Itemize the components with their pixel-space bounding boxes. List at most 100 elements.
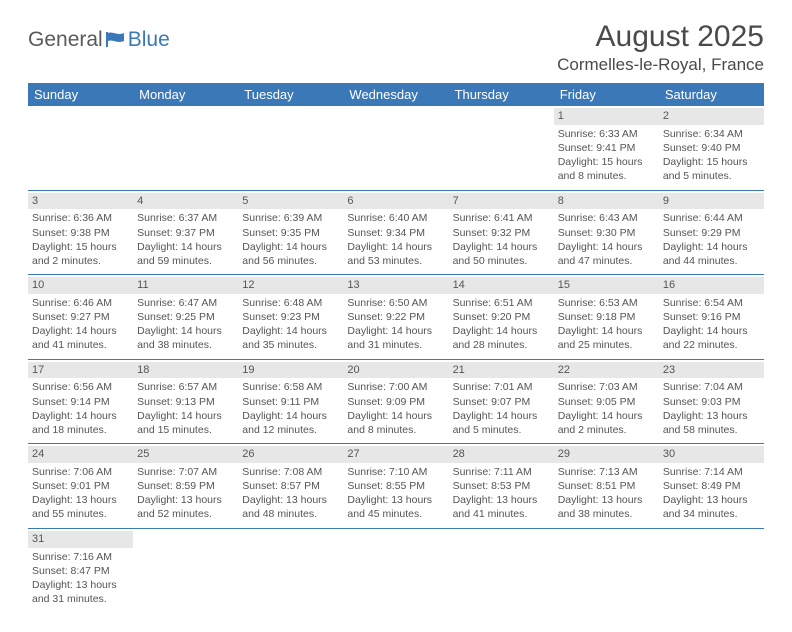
sunrise-text: Sunrise: 7:11 AM <box>453 465 550 479</box>
day-number: 5 <box>238 193 343 210</box>
calendar-cell: 18Sunrise: 6:57 AMSunset: 9:13 PMDayligh… <box>133 359 238 444</box>
calendar-cell <box>238 528 343 612</box>
sunset-text: Sunset: 8:53 PM <box>453 479 550 493</box>
calendar-cell: 1Sunrise: 6:33 AMSunset: 9:41 PMDaylight… <box>554 106 659 190</box>
sunset-text: Sunset: 8:49 PM <box>663 479 760 493</box>
daylight-text: Daylight: 14 hours and 53 minutes. <box>347 240 444 268</box>
calendar-cell: 3Sunrise: 6:36 AMSunset: 9:38 PMDaylight… <box>28 190 133 275</box>
daylight-text: Daylight: 14 hours and 15 minutes. <box>137 409 234 437</box>
sunrise-text: Sunrise: 7:04 AM <box>663 380 760 394</box>
day-number: 14 <box>449 277 554 294</box>
sunset-text: Sunset: 9:37 PM <box>137 226 234 240</box>
calendar-cell: 26Sunrise: 7:08 AMSunset: 8:57 PMDayligh… <box>238 444 343 529</box>
sunset-text: Sunset: 9:38 PM <box>32 226 129 240</box>
sunrise-text: Sunrise: 6:48 AM <box>242 296 339 310</box>
calendar-cell: 6Sunrise: 6:40 AMSunset: 9:34 PMDaylight… <box>343 190 448 275</box>
daylight-text: Daylight: 14 hours and 56 minutes. <box>242 240 339 268</box>
calendar-cell: 28Sunrise: 7:11 AMSunset: 8:53 PMDayligh… <box>449 444 554 529</box>
month-title: August 2025 <box>557 20 764 53</box>
sunset-text: Sunset: 9:09 PM <box>347 395 444 409</box>
calendar-cell: 20Sunrise: 7:00 AMSunset: 9:09 PMDayligh… <box>343 359 448 444</box>
weekday-header: Monday <box>133 83 238 106</box>
calendar-cell <box>28 106 133 190</box>
day-number: 30 <box>659 446 764 463</box>
daylight-text: Daylight: 14 hours and 31 minutes. <box>347 324 444 352</box>
sunrise-text: Sunrise: 6:46 AM <box>32 296 129 310</box>
sunrise-text: Sunrise: 6:51 AM <box>453 296 550 310</box>
calendar-cell <box>449 528 554 612</box>
calendar-cell: 27Sunrise: 7:10 AMSunset: 8:55 PMDayligh… <box>343 444 448 529</box>
daylight-text: Daylight: 14 hours and 38 minutes. <box>137 324 234 352</box>
calendar-cell: 8Sunrise: 6:43 AMSunset: 9:30 PMDaylight… <box>554 190 659 275</box>
sunset-text: Sunset: 9:29 PM <box>663 226 760 240</box>
flag-icon <box>105 31 127 49</box>
sunset-text: Sunset: 9:20 PM <box>453 310 550 324</box>
sunrise-text: Sunrise: 6:41 AM <box>453 211 550 225</box>
day-number <box>133 108 238 125</box>
weekday-header: Friday <box>554 83 659 106</box>
calendar-cell: 22Sunrise: 7:03 AMSunset: 9:05 PMDayligh… <box>554 359 659 444</box>
day-number: 3 <box>28 193 133 210</box>
sunset-text: Sunset: 8:55 PM <box>347 479 444 493</box>
sunrise-text: Sunrise: 6:43 AM <box>558 211 655 225</box>
calendar-cell: 2Sunrise: 6:34 AMSunset: 9:40 PMDaylight… <box>659 106 764 190</box>
daylight-text: Daylight: 13 hours and 48 minutes. <box>242 493 339 521</box>
daylight-text: Daylight: 13 hours and 34 minutes. <box>663 493 760 521</box>
day-number: 12 <box>238 277 343 294</box>
sunset-text: Sunset: 9:13 PM <box>137 395 234 409</box>
daylight-text: Daylight: 15 hours and 2 minutes. <box>32 240 129 268</box>
daylight-text: Daylight: 14 hours and 25 minutes. <box>558 324 655 352</box>
calendar-row: 10Sunrise: 6:46 AMSunset: 9:27 PMDayligh… <box>28 275 764 360</box>
sunrise-text: Sunrise: 7:16 AM <box>32 550 129 564</box>
sunset-text: Sunset: 8:59 PM <box>137 479 234 493</box>
sunset-text: Sunset: 9:27 PM <box>32 310 129 324</box>
day-number: 8 <box>554 193 659 210</box>
sunset-text: Sunset: 9:07 PM <box>453 395 550 409</box>
day-number: 27 <box>343 446 448 463</box>
day-number: 28 <box>449 446 554 463</box>
daylight-text: Daylight: 14 hours and 12 minutes. <box>242 409 339 437</box>
day-number: 11 <box>133 277 238 294</box>
calendar-cell: 14Sunrise: 6:51 AMSunset: 9:20 PMDayligh… <box>449 275 554 360</box>
logo: General Blue <box>28 20 170 52</box>
day-number: 25 <box>133 446 238 463</box>
calendar-cell: 31Sunrise: 7:16 AMSunset: 8:47 PMDayligh… <box>28 528 133 612</box>
daylight-text: Daylight: 14 hours and 50 minutes. <box>453 240 550 268</box>
day-number: 13 <box>343 277 448 294</box>
calendar-cell <box>343 528 448 612</box>
day-number: 21 <box>449 362 554 379</box>
sunrise-text: Sunrise: 7:06 AM <box>32 465 129 479</box>
day-number: 29 <box>554 446 659 463</box>
daylight-text: Daylight: 14 hours and 5 minutes. <box>453 409 550 437</box>
calendar-cell: 21Sunrise: 7:01 AMSunset: 9:07 PMDayligh… <box>449 359 554 444</box>
day-number: 26 <box>238 446 343 463</box>
weekday-header: Wednesday <box>343 83 448 106</box>
day-number: 17 <box>28 362 133 379</box>
sunset-text: Sunset: 9:34 PM <box>347 226 444 240</box>
calendar-cell: 4Sunrise: 6:37 AMSunset: 9:37 PMDaylight… <box>133 190 238 275</box>
sunrise-text: Sunrise: 6:40 AM <box>347 211 444 225</box>
sunset-text: Sunset: 9:32 PM <box>453 226 550 240</box>
sunrise-text: Sunrise: 7:01 AM <box>453 380 550 394</box>
daylight-text: Daylight: 14 hours and 8 minutes. <box>347 409 444 437</box>
sunset-text: Sunset: 9:41 PM <box>558 141 655 155</box>
day-number: 24 <box>28 446 133 463</box>
day-number: 20 <box>343 362 448 379</box>
sunrise-text: Sunrise: 6:53 AM <box>558 296 655 310</box>
calendar-body: 1Sunrise: 6:33 AMSunset: 9:41 PMDaylight… <box>28 106 764 612</box>
sunrise-text: Sunrise: 6:58 AM <box>242 380 339 394</box>
calendar-cell: 30Sunrise: 7:14 AMSunset: 8:49 PMDayligh… <box>659 444 764 529</box>
calendar-cell: 10Sunrise: 6:46 AMSunset: 9:27 PMDayligh… <box>28 275 133 360</box>
calendar-cell: 9Sunrise: 6:44 AMSunset: 9:29 PMDaylight… <box>659 190 764 275</box>
sunset-text: Sunset: 9:05 PM <box>558 395 655 409</box>
day-number <box>238 108 343 125</box>
sunset-text: Sunset: 9:23 PM <box>242 310 339 324</box>
weekday-header: Thursday <box>449 83 554 106</box>
sunrise-text: Sunrise: 6:34 AM <box>663 127 760 141</box>
day-number: 16 <box>659 277 764 294</box>
sunrise-text: Sunrise: 7:00 AM <box>347 380 444 394</box>
sunset-text: Sunset: 9:01 PM <box>32 479 129 493</box>
daylight-text: Daylight: 14 hours and 41 minutes. <box>32 324 129 352</box>
calendar-cell: 23Sunrise: 7:04 AMSunset: 9:03 PMDayligh… <box>659 359 764 444</box>
sunset-text: Sunset: 9:25 PM <box>137 310 234 324</box>
